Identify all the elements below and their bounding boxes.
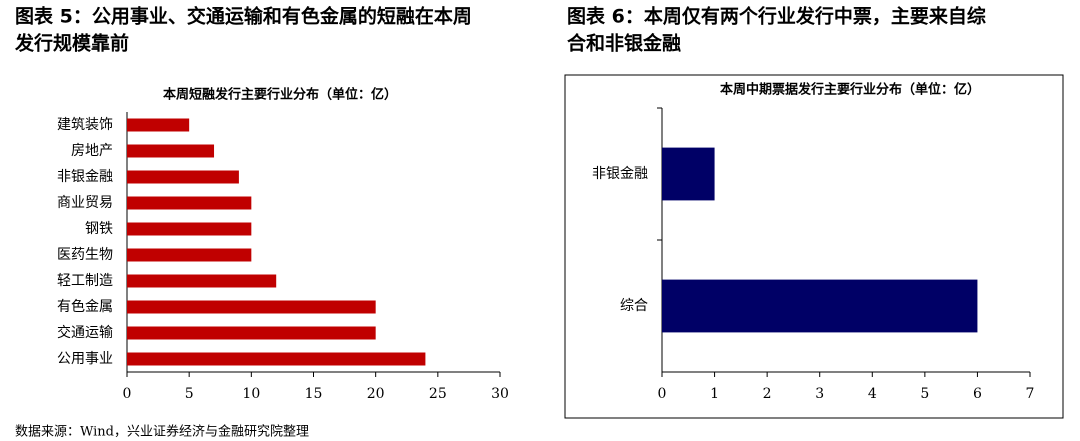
- bar: [127, 118, 190, 132]
- y-tick-label: 轻工制造: [57, 273, 113, 289]
- chart-border: [564, 74, 1064, 419]
- bar: [662, 147, 715, 201]
- source-note: 数据来源：Wind，兴业证券经济与金融研究院整理: [15, 424, 309, 440]
- y-tick-label: 公用事业: [57, 351, 113, 367]
- bar: [127, 144, 215, 158]
- x-tick-label: 2: [763, 386, 772, 402]
- y-tick-label: 医药生物: [57, 247, 113, 263]
- x-tick-label: 4: [868, 386, 877, 402]
- y-tick-label: 有色金属: [57, 298, 113, 315]
- figure-caption: 发行规模靠前: [14, 32, 129, 55]
- x-tick-label: 5: [185, 386, 194, 402]
- y-tick-label: 交通运输: [57, 324, 113, 341]
- x-tick-label: 6: [973, 386, 982, 402]
- bar: [662, 279, 978, 333]
- bar: [127, 248, 252, 262]
- bar: [127, 352, 426, 366]
- figure-caption: 合和非银金融: [567, 32, 681, 55]
- x-tick-label: 30: [491, 386, 509, 402]
- x-tick-label: 15: [305, 386, 323, 402]
- x-tick-label: 20: [367, 386, 385, 402]
- figure-caption: 图表 5：公用事业、交通运输和有色金属的短融在本周: [15, 5, 472, 28]
- x-tick-label: 3: [815, 386, 824, 402]
- y-tick-label: 商业贸易: [57, 195, 113, 211]
- x-tick-label: 5: [920, 386, 929, 402]
- bar: [127, 170, 239, 184]
- y-tick-label: 综合: [620, 298, 648, 314]
- bar: [127, 326, 376, 340]
- bar: [127, 196, 252, 210]
- chart-title: 本周中期票据发行主要行业分布（单位：亿）: [720, 82, 980, 98]
- y-tick-label: 非银金融: [592, 166, 648, 182]
- y-tick-label: 非银金融: [57, 169, 113, 185]
- figure-caption: 图表 6：本周仅有两个行业发行中票，主要来自综: [567, 5, 986, 28]
- x-tick-label: 25: [429, 386, 447, 402]
- x-tick-label: 7: [1026, 386, 1035, 402]
- y-tick-label: 房地产: [71, 143, 113, 159]
- y-tick-label: 钢铁: [85, 221, 113, 237]
- bar: [127, 222, 252, 236]
- bar: [127, 274, 277, 288]
- bar: [127, 300, 376, 314]
- x-tick-label: 1: [710, 386, 719, 402]
- chart-title: 本周短融发行主要行业分布（单位：亿）: [163, 87, 397, 103]
- x-tick-label: 0: [123, 386, 132, 402]
- x-tick-label: 10: [242, 386, 260, 402]
- y-tick-label: 建筑装饰: [57, 117, 113, 133]
- x-tick-label: 0: [658, 386, 667, 402]
